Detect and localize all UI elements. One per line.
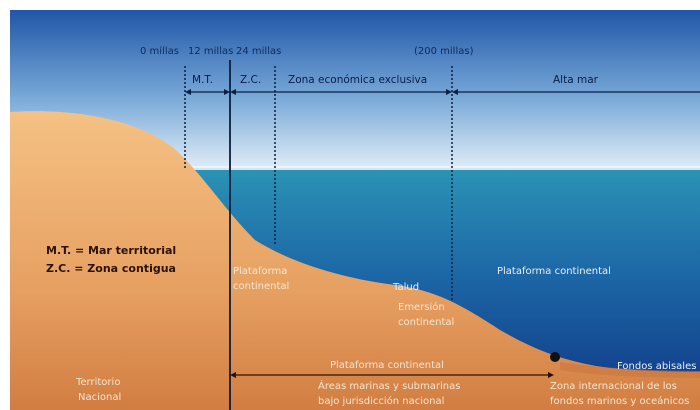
label-areas-2: bajo jurisdicción nacional	[318, 395, 444, 407]
label-fondos-abisales: Fondos abisales	[617, 361, 696, 372]
label-zc: Z.C.	[240, 74, 261, 86]
legend-zc: Z.C. = Zona contigua	[46, 262, 176, 275]
label-zona-int-1: Zona internacional de los	[550, 381, 677, 392]
land-profile	[10, 111, 700, 410]
label-12-millas: 12 millas	[188, 46, 233, 57]
label-territorio-1: Territorio	[75, 377, 120, 388]
arrow-mt-head-r	[224, 89, 230, 95]
label-territorio-2: Nacional	[78, 392, 121, 403]
label-zee: Zona económica exclusiva	[288, 74, 427, 86]
label-200-millas: (200 millas)	[414, 46, 474, 57]
abyssal-floor	[560, 362, 700, 378]
arrow-alta-mar-head-l	[452, 89, 458, 95]
label-alta-mar: Alta mar	[553, 74, 599, 86]
sea-surface-line	[185, 166, 700, 170]
arrow-bottom-head-r	[548, 372, 554, 378]
label-plataforma-izq-2: continental	[233, 281, 289, 292]
arrow-zee-head-r	[446, 89, 452, 95]
boundary-dot	[550, 352, 560, 362]
label-plataforma-der: Plataforma continental	[497, 266, 611, 277]
label-plataforma-izq-1: Plataforma	[233, 266, 287, 277]
label-24-millas: 24 millas	[236, 46, 281, 57]
arrow-mt-head-l	[185, 89, 191, 95]
legend-mt: M.T. = Mar territorial	[46, 244, 176, 257]
label-bottom-plataforma: Plataforma continental	[330, 360, 444, 371]
label-emersion-1: Emersión	[398, 301, 445, 313]
label-emersion-2: continental	[398, 317, 454, 328]
label-0-millas: 0 millas	[140, 46, 179, 57]
label-zona-int-2: fondos marinos y oceánicos	[550, 395, 689, 407]
label-talud: Talud	[392, 282, 419, 293]
label-areas-1: Áreas marinas y submarinas	[318, 379, 460, 392]
arrow-bottom-head-l	[230, 372, 236, 378]
arrow-zee-head-l	[230, 89, 236, 95]
label-mt: M.T.	[192, 74, 213, 86]
